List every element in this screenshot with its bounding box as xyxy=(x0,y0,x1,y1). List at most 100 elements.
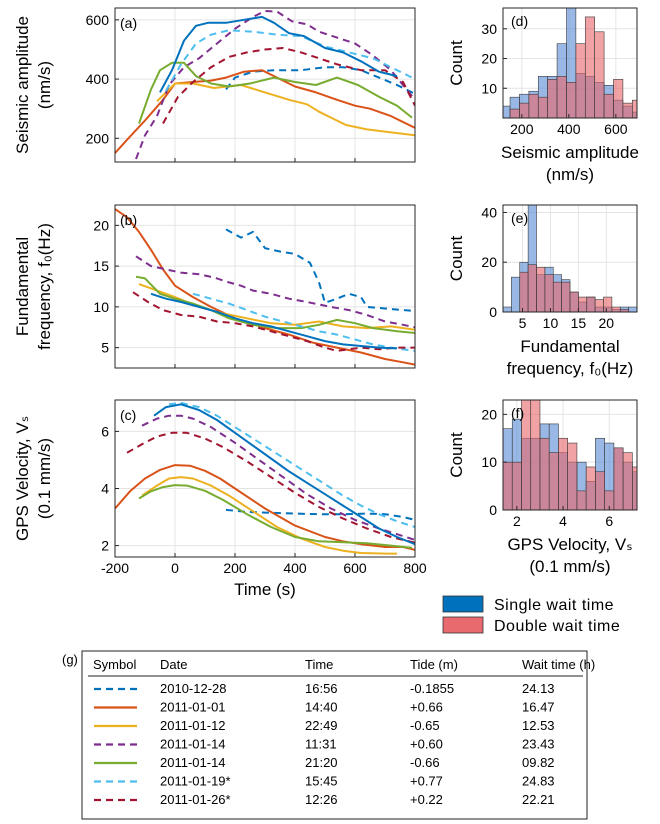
table-row: 2011-01-14 11:31 +0.60 23.43 xyxy=(94,737,555,752)
histogram-bar xyxy=(547,79,558,118)
histogram-bar xyxy=(527,264,537,312)
y-tick-label: 0 xyxy=(489,502,497,518)
x-tick-label: 0 xyxy=(171,560,179,576)
series-line xyxy=(168,401,415,528)
legend-swatch-single xyxy=(442,595,484,613)
x-tick-label: 800 xyxy=(403,560,427,576)
row-date: 2011-01-14 xyxy=(160,755,226,770)
panel-1: 5 10 15 20 (b) Fundamental frequency, f₀(Hz) xyxy=(13,204,416,369)
row-wait: 16.47 xyxy=(522,700,555,715)
table-header: Wait time (h) xyxy=(522,657,595,672)
row-date: 2011-01-12 xyxy=(160,718,226,733)
x-tick-label: 600 xyxy=(604,121,628,137)
table-header: Time xyxy=(305,657,333,672)
histogram-bar xyxy=(511,461,522,510)
row-wait: 09.82 xyxy=(522,755,555,770)
y-tick-label: 10 xyxy=(481,454,497,470)
y-tick-label: 40 xyxy=(481,204,497,220)
histogram-bar xyxy=(569,291,579,312)
table-row: 2011-01-12 22:49 -0.65 12.53 xyxy=(94,718,555,733)
row-date: 2010-12-28 xyxy=(160,681,227,696)
legend-label-single: Single wait time xyxy=(494,597,614,614)
row-wait: 24.13 xyxy=(522,681,555,696)
y-tick-label: 20 xyxy=(481,51,497,67)
x-tick-label: 20 xyxy=(599,315,615,331)
row-tide: +0.66 xyxy=(410,700,443,715)
x-tick-label: 2 xyxy=(513,513,521,529)
histogram-bar xyxy=(622,102,633,118)
histogram-bar xyxy=(628,306,637,312)
y-tick-label: 0 xyxy=(489,304,497,320)
x-tick-label: 400 xyxy=(283,560,307,576)
row-date: 2011-01-01 xyxy=(160,700,226,715)
histogram-bar xyxy=(558,437,568,510)
y-tick-label: 30 xyxy=(481,21,497,37)
table-row: 2011-01-01 14:40 +0.66 16.47 xyxy=(94,700,555,715)
row-time: 11:31 xyxy=(305,737,337,752)
row-wait: 22.21 xyxy=(522,792,555,807)
histogram-bar xyxy=(537,96,548,118)
axes-box xyxy=(502,399,638,511)
histogram-bar xyxy=(544,274,554,312)
series-line xyxy=(115,208,415,366)
table-label: (g) xyxy=(62,652,78,667)
series-line xyxy=(138,283,415,331)
y-tick-label: 10 xyxy=(481,80,497,96)
panel-label: (e) xyxy=(511,210,528,226)
x-axis-label: (nm/s) xyxy=(546,165,594,184)
histogram-bar xyxy=(611,306,621,312)
y-tick-label: 20 xyxy=(481,406,497,422)
axes-box xyxy=(502,204,638,313)
table-frame xyxy=(81,650,588,820)
x-axis-label: Fundamental xyxy=(520,337,619,356)
x-tick-label: 600 xyxy=(343,560,367,576)
table-row: 2011-01-26* 12:26 +0.22 22.21 xyxy=(94,792,555,807)
histogram-bar xyxy=(584,16,595,118)
histogram-bar xyxy=(595,471,605,510)
series-line xyxy=(225,508,415,521)
histogram-bar xyxy=(594,299,604,312)
histogram-bar xyxy=(548,452,559,510)
x-tick-label: 200 xyxy=(510,121,534,137)
y-tick-label: 15 xyxy=(93,258,109,274)
series-line xyxy=(138,484,413,549)
series-line xyxy=(115,69,415,154)
series-line xyxy=(132,291,415,352)
panel-5: 2 4 6 0 10 20 (f) Count GPS Velocity, Vₛ (0.1 mm/… xyxy=(447,399,638,576)
histogram-bar xyxy=(527,205,537,312)
panel-2: -200 0 200 400 600 800 2 4 6 (c) GPS Velocity, Vₛ(… xyxy=(13,399,427,599)
row-tide: -0.66 xyxy=(410,755,440,770)
histogram-bar xyxy=(536,266,546,312)
y-tick-label: 10 xyxy=(93,299,109,315)
x-tick-label: 5 xyxy=(519,315,527,331)
histogram-bar xyxy=(622,452,633,510)
row-time: 15:45 xyxy=(305,774,338,789)
row-time: 16:56 xyxy=(305,681,338,696)
histogram-bar xyxy=(552,281,562,312)
series-line xyxy=(141,476,397,555)
series-line xyxy=(150,292,398,350)
histogram-bar xyxy=(603,296,613,312)
y-axis-label: GPS Velocity, Vₛ xyxy=(13,416,32,541)
row-time: 14:40 xyxy=(305,700,338,715)
series-line xyxy=(135,275,415,334)
y-axis-label: frequency, f₀(Hz) xyxy=(35,223,54,350)
y-axis-label: (0.1 mm/s) xyxy=(35,438,54,519)
panel-label: (a) xyxy=(120,15,137,31)
panel-label: (d) xyxy=(511,13,528,29)
y-tick-label: 2 xyxy=(101,538,109,554)
bars-group xyxy=(503,400,637,510)
row-time: 12:26 xyxy=(305,792,338,807)
series-line xyxy=(138,61,413,124)
series-line xyxy=(135,10,415,160)
x-tick-label: 4 xyxy=(559,513,567,529)
legend: Single wait time Double wait time xyxy=(442,595,620,635)
row-tide: -0.1855 xyxy=(410,681,454,696)
series-group xyxy=(115,208,415,366)
y-axis-label: Seismic amplitude xyxy=(13,16,32,154)
row-tide: +0.22 xyxy=(410,792,443,807)
histogram-bar xyxy=(519,271,529,312)
panel-3: 200 400 600 10 20 30 (d) Count Seismic amplitude… xyxy=(447,7,639,184)
event-table: (g) Symbol Date Time Tide (m) Wait time (h) 20… xyxy=(62,650,595,820)
panel-0: 200 400 600 (a) Seismic amplitude (nm/s) xyxy=(13,7,416,163)
